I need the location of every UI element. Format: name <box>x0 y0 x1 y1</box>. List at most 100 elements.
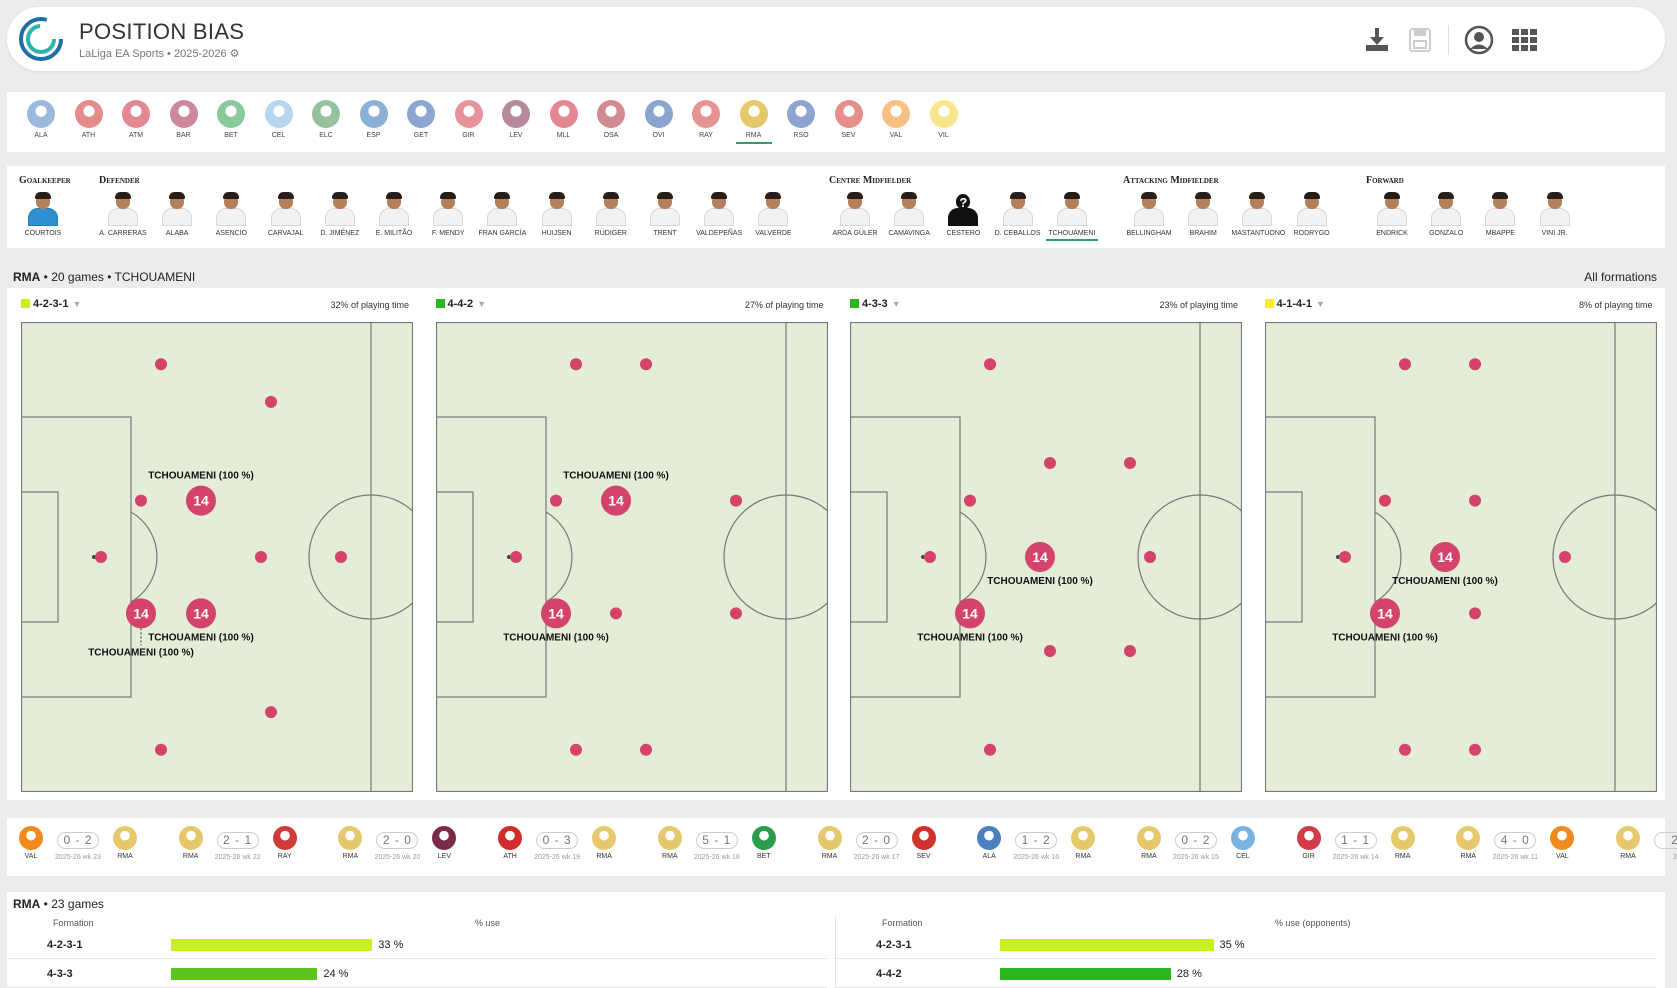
team-rma[interactable]: RMA <box>735 100 772 144</box>
player-card[interactable]: HUIJSEN <box>531 192 583 237</box>
match-result[interactable]: RMA 2 - 0 2025-26 wk 17 SEV <box>812 824 982 872</box>
formation-summary-bar: RMA • 20 games • TCHOUAMENI All formatio… <box>7 268 1665 286</box>
filter-icon[interactable]: ▼ <box>477 299 487 309</box>
player-card[interactable]: F. MENDY <box>422 192 474 237</box>
player-card[interactable]: ALABA <box>151 192 203 237</box>
player-position-dot <box>639 358 652 371</box>
player-card[interactable]: BELLINGHAM <box>1123 192 1175 237</box>
match-result[interactable]: RMA 2 - 1 2025-26 wk 22 RAY <box>173 824 343 872</box>
team-ovi[interactable]: OVI <box>641 100 677 139</box>
table-row[interactable]: 4-2-3-1 35 % <box>836 932 1656 958</box>
player-card[interactable]: COURTOIS <box>17 192 69 237</box>
match-result[interactable]: RMA 2 - 0 2025-26 wk 20 LEV <box>332 824 502 872</box>
match-week: 2025-26 wk 20 <box>374 854 421 861</box>
highlighted-player-marker[interactable]: 14 TCHOUAMENI (100 %) <box>88 598 194 658</box>
team-code: CEL <box>1236 853 1250 860</box>
match-result[interactable]: RMA 4 - 0 2025-26 wk 11 VAL <box>1450 824 1620 872</box>
team-crest-icon <box>834 100 863 128</box>
team-elc[interactable]: ELC <box>308 100 344 139</box>
team-lev[interactable]: LEV <box>498 100 534 139</box>
competition-subtitle[interactable]: LaLiga EA Sports • 2025-2026 ⚙ <box>79 48 240 60</box>
highlighted-player-marker[interactable]: 14 TCHOUAMENI (100 %) <box>148 598 254 643</box>
player-name: CARVAJAL <box>267 230 304 237</box>
app-logo-icon[interactable] <box>17 15 65 63</box>
player-card[interactable]: CARVAJAL <box>260 192 312 237</box>
team-mll[interactable]: MLL <box>546 100 582 139</box>
player-position-dot <box>1468 607 1481 620</box>
filter-icon[interactable]: ▼ <box>1315 299 1325 309</box>
player-card[interactable]: VALDEPEÑAS <box>693 192 745 237</box>
team-gir[interactable]: GIR <box>451 100 487 139</box>
filter-icon[interactable]: ▼ <box>72 299 82 309</box>
player-card[interactable]: E. MILITÃO <box>368 192 420 237</box>
user-icon[interactable] <box>1464 25 1494 55</box>
player-card[interactable]: ARDA GÜLER <box>829 192 881 237</box>
highlighted-player-marker[interactable]: 14 TCHOUAMENI (100 %) <box>987 542 1093 587</box>
team-crest-icon <box>692 100 720 128</box>
team-rso[interactable]: RSO <box>783 100 819 139</box>
player-card[interactable]: CAMAVINGA <box>883 192 935 237</box>
player-card[interactable]: RÜDIGER <box>585 192 637 237</box>
player-card[interactable]: ASENCIO <box>205 192 257 237</box>
all-formations-link[interactable]: All formations <box>1584 270 1657 284</box>
match-result[interactable]: GIR 1 - 1 2025-26 wk 14 RMA <box>1291 824 1461 872</box>
player-card[interactable]: TRENT <box>639 192 691 237</box>
team-sev[interactable]: SEV <box>831 100 867 139</box>
team-ray[interactable]: RAY <box>688 100 724 139</box>
player-photo <box>838 192 872 226</box>
home-team: RMA <box>332 826 368 860</box>
highlighted-player-marker[interactable]: 14 TCHOUAMENI (100 %) <box>503 598 609 643</box>
match-result[interactable]: RMA 0 - 2 2025-26 wk 15 CEL <box>1131 824 1301 872</box>
pitch-surface <box>21 322 413 792</box>
marker-circle <box>1429 542 1460 572</box>
team-get[interactable]: GET <box>403 100 439 139</box>
table-row[interactable]: 4-3-3 24 % <box>7 961 827 987</box>
team-code: LEV <box>437 853 451 860</box>
player-card[interactable]: MASTANTUONO <box>1231 192 1285 237</box>
filter-icon[interactable]: ▼ <box>891 299 901 309</box>
team-bar[interactable]: BAR <box>166 100 202 139</box>
shirt-number: 14 <box>193 493 209 509</box>
player-card[interactable]: GONZALO <box>1420 192 1472 237</box>
team-vil[interactable]: VIL <box>926 100 962 139</box>
player-card[interactable]: TCHOUAMENI <box>1045 192 1098 241</box>
match-result[interactable]: VAL 0 - 2 2025-26 wk 23 RMA <box>13 824 183 872</box>
player-card[interactable]: VINI JR. <box>1529 192 1581 237</box>
highlighted-player-marker[interactable]: 14 TCHOUAMENI (100 %) <box>1392 542 1498 587</box>
match-result[interactable]: ATH 0 - 3 2025-26 wk 19 RMA <box>492 824 662 872</box>
team-ath[interactable]: ATH <box>71 100 107 139</box>
team-cel[interactable]: CEL <box>261 100 297 139</box>
highlighted-player-marker[interactable]: 14 TCHOUAMENI (100 %) <box>148 471 254 516</box>
player-card[interactable]: ENDRICK <box>1366 192 1418 237</box>
team-val[interactable]: VAL <box>878 100 914 139</box>
match-result[interactable]: RMA 2 2 <box>1610 824 1677 872</box>
penalty-box <box>1264 416 1376 698</box>
table-row[interactable]: 4-2-3-1 33 % <box>7 932 827 958</box>
player-card[interactable]: D. CEBALLOS <box>992 192 1044 237</box>
apps-grid-icon[interactable] <box>1510 25 1540 55</box>
download-icon[interactable] <box>1362 25 1392 55</box>
team-bet[interactable]: BET <box>213 100 249 139</box>
player-card[interactable]: VALVERDE <box>747 192 799 237</box>
team-ala[interactable]: ALA <box>23 100 59 139</box>
player-card[interactable]: MBAPPE <box>1474 192 1526 237</box>
player-name: TRENT <box>653 230 677 237</box>
player-name: FRAN GARCÍA <box>478 230 527 237</box>
table-row[interactable]: 4-4-2 28 % <box>836 961 1656 987</box>
match-result[interactable]: RMA 5 - 1 2025-26 wk 18 BET <box>652 824 822 872</box>
player-card[interactable]: BRAHIM <box>1177 192 1229 237</box>
player-card[interactable]: ? CESTERO <box>937 192 989 237</box>
team-atm[interactable]: ATM <box>118 100 154 139</box>
highlighted-player-marker[interactable]: 14 TCHOUAMENI (100 %) <box>917 598 1023 643</box>
match-result[interactable]: ALA 1 - 2 2025-26 wk 16 RMA <box>971 824 1141 872</box>
save-icon[interactable] <box>1405 25 1435 55</box>
player-card[interactable]: FRAN GARCÍA <box>476 192 528 237</box>
home-team: ALA <box>971 826 1007 860</box>
team-esp[interactable]: ESP <box>356 100 392 139</box>
player-card[interactable]: RODRYGO <box>1286 192 1338 237</box>
highlighted-player-marker[interactable]: 14 TCHOUAMENI (100 %) <box>563 471 669 516</box>
player-card[interactable]: A. CARRERAS <box>97 192 149 237</box>
team-osa[interactable]: OSA <box>593 100 629 139</box>
highlighted-player-marker[interactable]: 14 TCHOUAMENI (100 %) <box>1332 598 1438 643</box>
player-card[interactable]: D. JIMÉNEZ <box>314 192 366 237</box>
